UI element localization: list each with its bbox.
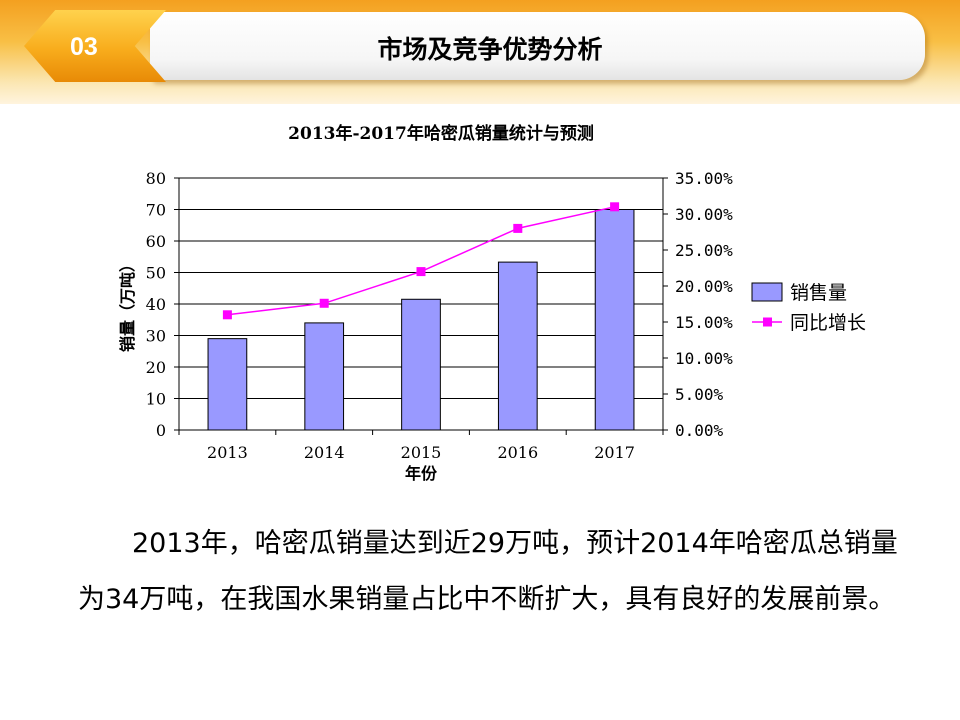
legend-bar-label: 销售量: [790, 282, 847, 304]
y2-tick-label: 5.00%: [675, 385, 724, 404]
growth-point-2014: [319, 298, 329, 308]
y2-tick-label: 15.00%: [675, 313, 733, 332]
growth-point-2017: [610, 202, 620, 212]
bar-2017: [594, 209, 635, 431]
section-number: 03: [70, 33, 98, 61]
bar-2013: [207, 338, 248, 431]
y-tick-label: 40: [146, 295, 166, 314]
x-axis-label: 年份: [405, 464, 438, 483]
left-axis-ticks: 0 10 20 30 40 50 60 70 80: [146, 169, 179, 440]
bar-series: [207, 209, 635, 431]
x-tick-label: 2015: [401, 443, 442, 462]
legend-line-marker: [763, 317, 772, 327]
x-axis-ticks: 2013 2014 2015 2016 2017: [178, 430, 664, 462]
y-tick-label: 10: [146, 390, 166, 409]
y-tick-label: 20: [146, 358, 166, 377]
title-bar: [150, 12, 925, 80]
y-tick-label: 80: [146, 169, 166, 188]
bar-2016: [497, 261, 538, 431]
x-tick-label: 2017: [594, 443, 635, 462]
sales-chart: 2013年-2017年哈密瓜销量统计与预测 01020304050607080 …: [118, 123, 866, 483]
right-axis-ticks: 0.00% 5.00% 10.00% 15.00% 20.00% 25.00% 30.00%…: [663, 169, 733, 440]
x-tick-label: 2014: [304, 443, 345, 462]
legend-bar-swatch: [751, 282, 783, 302]
y-tick-label: 0: [156, 421, 166, 440]
y2-tick-label: 35.00%: [675, 169, 733, 188]
y2-tick-label: 25.00%: [675, 241, 733, 260]
bar-2014: [304, 322, 345, 431]
growth-point-2015: [416, 267, 426, 277]
growth-point-2013: [222, 310, 232, 320]
growth-point-2016: [513, 223, 523, 233]
legend-line-label: 同比增长: [790, 312, 866, 334]
chart-title: 2013年-2017年哈密瓜销量统计与预测: [288, 123, 594, 144]
bar-2015: [401, 298, 441, 431]
line-series: [222, 202, 620, 320]
y-tick-label: 60: [146, 232, 166, 251]
growth-line: [227, 206, 615, 316]
y2-tick-label: 10.00%: [675, 349, 733, 368]
x-tick-label: 2016: [497, 443, 538, 462]
y2-tick-label: 20.00%: [675, 277, 733, 296]
page-title: 市场及竞争优势分析: [377, 35, 603, 64]
y2-tick-label: 30.00%: [675, 205, 733, 224]
y-axis-label: 销量（万吨）: [118, 256, 137, 352]
y2-tick-label: 0.00%: [675, 421, 724, 440]
y-tick-label: 30: [146, 327, 166, 346]
y-tick-label: 50: [146, 264, 166, 283]
x-tick-label: 2013: [207, 443, 248, 462]
description-paragraph: 2013年，哈密瓜销量达到近29万吨，预计2014年哈密瓜总销量为34万吨，在我…: [78, 528, 898, 615]
y-tick-label: 70: [146, 201, 166, 220]
